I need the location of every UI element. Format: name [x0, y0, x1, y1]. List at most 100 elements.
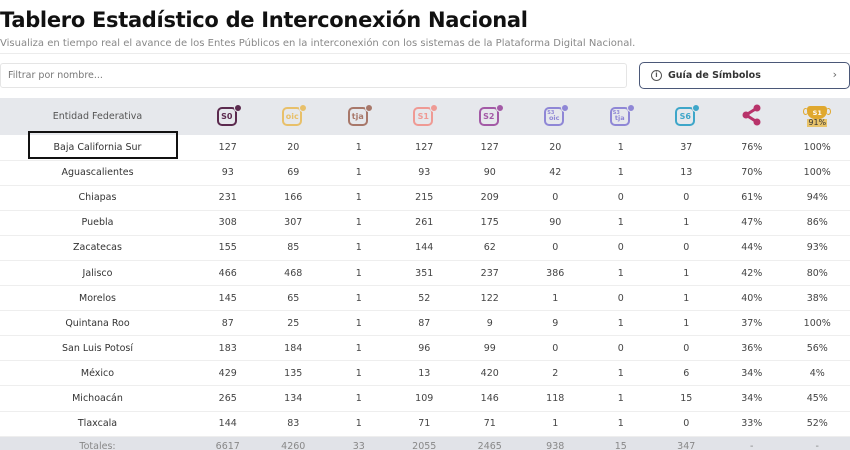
share-icon [742, 104, 761, 126]
cell-s3tja: 1 [617, 418, 624, 430]
cell-s3oic: 20 [549, 141, 562, 153]
total-tja: 33 [352, 440, 365, 450]
total-trophy: - [815, 440, 819, 450]
cell-s6: 0 [683, 342, 690, 354]
cell-s3tja: 1 [617, 392, 624, 404]
cell-s1: 52 [418, 292, 431, 304]
cell-s0: 308 [218, 217, 237, 229]
cell-s6: 1 [683, 317, 690, 329]
cell-s6: 13 [680, 167, 693, 179]
s3-tja-icon: S3 tja [609, 104, 635, 126]
table-row[interactable]: Morelos 145 65 1 52 122 1 0 1 40% 38% [0, 285, 850, 311]
cell-trophy: 100% [803, 317, 831, 329]
column-header-s3-tja[interactable]: S3 tja [588, 98, 654, 135]
cell-share: 40% [741, 292, 763, 304]
column-header-s0[interactable]: S0 [195, 98, 261, 135]
column-header-s1[interactable]: S1 [392, 98, 458, 135]
total-s1: 2055 [412, 440, 437, 450]
table-row[interactable]: Michoacán 265 134 1 109 146 118 1 15 34% 45% [0, 385, 850, 412]
symbol-guide-button[interactable]: i Guía de Símbolos › [639, 62, 850, 89]
cell-s3tja: 0 [617, 242, 624, 254]
cell-s0: 466 [218, 267, 237, 279]
cell-share: 42% [741, 267, 763, 279]
cell-trophy: 45% [806, 392, 828, 404]
table-row[interactable]: San Luis Potosí 183 184 1 96 99 0 0 0 36% 56% [0, 335, 850, 361]
table-row[interactable]: Zacatecas 155 85 1 144 62 0 0 0 44% 93% [0, 235, 850, 261]
cell-oic: 65 [287, 292, 300, 304]
table-row[interactable]: Puebla 308 307 1 261 175 90 1 1 47% 86% [0, 210, 850, 236]
cell-s3oic: 9 [552, 317, 559, 329]
total-s2: 2465 [477, 440, 502, 450]
cell-trophy: 56% [806, 342, 828, 354]
cell-s1: 144 [415, 242, 434, 254]
entity-name-cell[interactable]: Aguascalientes [61, 167, 134, 179]
trophy-percent: 91% [807, 118, 828, 127]
entity-name-cell[interactable]: Morelos [79, 292, 116, 304]
column-header-share[interactable] [719, 98, 785, 135]
entity-name-cell[interactable]: Quintana Roo [65, 317, 130, 329]
cell-s6: 1 [683, 292, 690, 304]
cell-tja: 1 [355, 167, 362, 179]
entity-column-header[interactable]: Entidad Federativa [52, 111, 143, 122]
entity-name-cell[interactable]: Zacatecas [73, 242, 122, 254]
cell-s6: 1 [683, 217, 690, 229]
entity-name-cell[interactable]: Tlaxcala [77, 418, 118, 430]
cell-s6: 0 [683, 418, 690, 430]
entity-name-cell[interactable]: San Luis Potosí [62, 342, 133, 354]
cell-tja: 1 [355, 367, 362, 379]
cell-s1: 93 [418, 167, 431, 179]
column-header-s6[interactable]: S6 [654, 98, 720, 135]
entity-name-cell[interactable]: Michoacán [72, 392, 123, 404]
cell-trophy: 100% [803, 141, 831, 153]
column-header-s3-oic[interactable]: S3 oic [523, 98, 589, 135]
cell-share: 37% [741, 317, 763, 329]
cell-oic: 184 [284, 342, 303, 354]
cell-s3oic: 1 [552, 418, 559, 430]
entity-name-cell[interactable]: Baja California Sur [53, 141, 142, 153]
cell-oic: 20 [287, 141, 300, 153]
table-row[interactable]: Tlaxcala 144 83 1 71 71 1 1 0 33% 52% [0, 411, 850, 437]
table-row[interactable]: Jalisco 466 468 1 351 237 386 1 1 42% 80% [0, 260, 850, 286]
cell-tja: 1 [355, 267, 362, 279]
cell-s3tja: 0 [617, 292, 624, 304]
cell-s1: 127 [415, 141, 434, 153]
s6-icon: S6 [675, 104, 701, 126]
cell-s3tja: 0 [617, 192, 624, 204]
cell-s2: 71 [483, 418, 496, 430]
s1-icon: S1 [413, 104, 439, 126]
trophy-icon: S1 91% [803, 106, 832, 127]
entity-name-cell[interactable]: México [80, 367, 115, 379]
cell-s3oic: 2 [552, 367, 559, 379]
column-header-oic[interactable]: oic [261, 98, 327, 135]
s3-oic-icon: S3 oic [544, 104, 570, 126]
cell-s3tja: 0 [617, 342, 624, 354]
table-row[interactable]: Chiapas 231 166 1 215 209 0 0 0 61% 94% [0, 185, 850, 211]
entity-name-cell[interactable]: Puebla [81, 217, 114, 229]
cell-trophy: 86% [806, 217, 828, 229]
cell-s2: 127 [480, 141, 499, 153]
total-s6: 347 [677, 440, 696, 450]
column-header-s2[interactable]: S2 [457, 98, 523, 135]
cell-s3oic: 1 [552, 292, 559, 304]
entity-name-cell[interactable]: Jalisco [82, 267, 113, 279]
cell-s0: 93 [221, 167, 234, 179]
filter-input[interactable] [0, 63, 627, 88]
cell-s6: 0 [683, 242, 690, 254]
cell-s3tja: 1 [617, 167, 624, 179]
cell-s0: 265 [218, 392, 237, 404]
cell-s0: 144 [218, 418, 237, 430]
table-row[interactable]: Quintana Roo 87 25 1 87 9 9 1 1 37% 100% [0, 310, 850, 336]
header-divider [0, 53, 850, 54]
entity-name-cell[interactable]: Chiapas [78, 192, 117, 204]
cell-s1: 13 [418, 367, 431, 379]
column-header-trophy[interactable]: S1 91% [785, 98, 850, 135]
table-row[interactable]: Baja California Sur 127 20 1 127 127 20 1 37 76% 1… [0, 135, 850, 161]
cell-oic: 69 [287, 167, 300, 179]
cell-s3tja: 1 [617, 317, 624, 329]
table-row[interactable]: México 429 135 1 13 420 2 1 6 34% 4% [0, 360, 850, 386]
cell-s0: 87 [221, 317, 234, 329]
totals-row: Totales: 6617 4260 33 2055 2465 938 15 347 - - [0, 436, 850, 450]
column-header-tja[interactable]: tja [326, 98, 392, 135]
table-row[interactable]: Aguascalientes 93 69 1 93 90 42 1 13 70% 100% [0, 160, 850, 186]
cell-s1: 351 [415, 267, 434, 279]
